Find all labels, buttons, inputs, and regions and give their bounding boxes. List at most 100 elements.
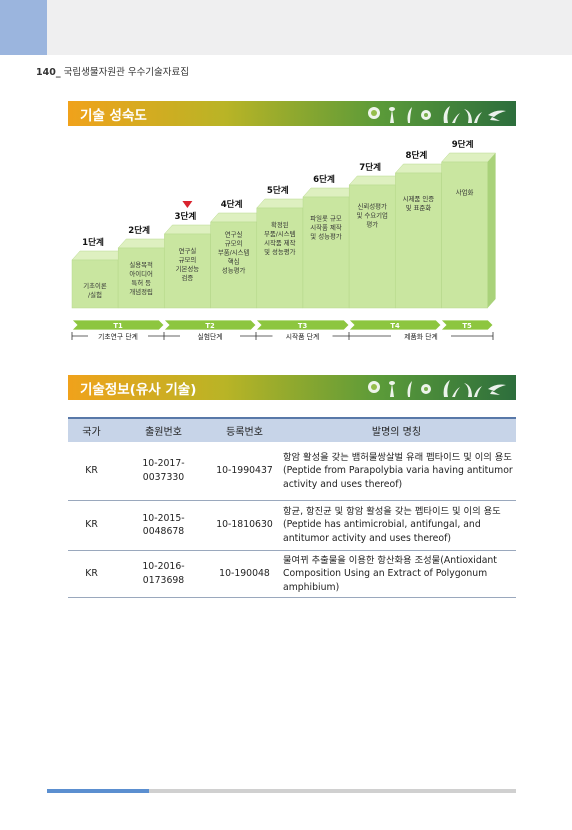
section-title: 기술 성숙도 — [80, 108, 147, 124]
phase-group-label-bg — [180, 331, 240, 341]
stage-description: 규모의 — [225, 239, 243, 248]
stage-label: 1단계 — [82, 236, 104, 248]
nature-deco-icon — [368, 380, 506, 397]
current-stage-marker-icon — [182, 201, 193, 208]
stage-description: 시작품 제작 — [264, 239, 296, 247]
stage-box-top — [117, 238, 173, 249]
cell-title: 물여뀌 추출물을 이용한 항산화용 조성물(Antioxidant Compos… — [277, 550, 516, 598]
table-row: KR 10-2017- 0037330 10-1990437 항암 활성을 갖는… — [68, 442, 516, 501]
stage-box-top — [256, 198, 312, 209]
cell-title: 항암 활성을 갖는 뱀허물쌍살벌 유래 펩타이드 및 이의 용도(Peptide… — [277, 442, 516, 501]
stage-description: 확정된 — [271, 220, 289, 229]
stage-description: 특허 등 — [131, 278, 151, 287]
stage-box — [256, 207, 304, 309]
stage-box — [210, 221, 257, 309]
stage-description: 시제품 인증 — [403, 194, 435, 203]
stage-description: 규모의 — [179, 255, 197, 264]
cell-reg-no: 10-1810630 — [212, 500, 277, 551]
stage-description: 신뢰성평가 — [357, 202, 387, 211]
phase-arrow — [255, 319, 350, 331]
running-head: 140_ 국립생물자원관 우수기술자료집 — [36, 64, 189, 78]
stage-description: 사업화 — [456, 188, 474, 197]
stage-label: 2단계 — [128, 224, 150, 236]
phase-group-label: 시작품 단계 — [286, 332, 319, 341]
app-no-line: 0048678 — [142, 526, 185, 537]
stage-box-side — [487, 153, 496, 308]
stage-description: 성능평가 — [222, 266, 246, 275]
footer-line — [47, 789, 516, 793]
stage-box — [164, 233, 211, 309]
stage-description: 및 성능평가 — [310, 232, 342, 241]
stage-box-top — [71, 250, 127, 261]
stage-description: 및 수요기업 — [356, 211, 388, 220]
stage-label: 3단계 — [175, 210, 197, 222]
app-no-line: 0173698 — [142, 574, 185, 586]
phase-arrow — [163, 319, 257, 331]
phase-group-label: 제품화 단계 — [404, 332, 437, 341]
stage-label: 4단계 — [221, 198, 243, 210]
phase-arrow — [348, 319, 442, 331]
cell-app-no: 10-2017- 0037330 — [115, 442, 212, 501]
cell-country: KR — [68, 550, 115, 598]
stage-box — [441, 161, 488, 309]
stage-description: 기초이론 — [83, 281, 107, 290]
top-accent-block — [0, 0, 47, 55]
stage-description: 시작품 제작 — [310, 224, 342, 232]
stage-description: 개념정립 — [129, 287, 153, 296]
table-header-row: 국가 출원번호 등록번호 발명의 명칭 — [68, 417, 516, 442]
cell-reg-no: 10-190048 — [212, 550, 277, 598]
cell-title: 항균, 항진균 및 항암 활성을 갖는 펩타이드 및 이의 용도(Peptide… — [277, 500, 516, 551]
section-title: 기술정보(유사 기술) — [80, 382, 197, 398]
section-bar-similar-tech: 기술정보(유사 기술) — [68, 375, 516, 400]
col-header-reg-no: 등록번호 — [212, 417, 277, 442]
page-number: 140_ — [36, 67, 61, 78]
app-no-line: 10-2015- — [142, 512, 185, 524]
phase-label: T4 — [390, 322, 400, 330]
stage-box-top — [302, 187, 358, 198]
stage-description: 연구실 — [225, 230, 243, 239]
book-title: 국립생물자원관 우수기술자료집 — [63, 67, 190, 78]
cell-app-no: 10-2015- 0048678 — [115, 500, 212, 551]
phase-label: T3 — [298, 322, 308, 330]
col-header-country: 국가 — [68, 417, 115, 442]
col-header-title: 발명의 명칭 — [277, 417, 516, 442]
app-no-line: 0037330 — [142, 471, 185, 483]
stage-description: 핵심 — [228, 257, 240, 266]
app-no-line: 10-2016- — [142, 561, 185, 573]
nature-deco-icon — [368, 106, 506, 123]
cell-app-no: 10-2016- 0173698 — [115, 550, 212, 598]
table-row: KR 10-2016- 0173698 10-190048 물여뀌 추출물을 이… — [68, 550, 516, 598]
stage-label: 9단계 — [452, 140, 474, 150]
stage-description: 실용목적 — [129, 260, 153, 269]
cell-country: KR — [68, 500, 115, 551]
stage-description: 및 성능평가 — [264, 247, 296, 256]
stage-description: 및 표준화 — [406, 204, 432, 212]
stage-description: 파일롯 규모 — [310, 214, 342, 223]
col-header-app-no: 출원번호 — [115, 417, 212, 442]
stage-label: 7단계 — [359, 161, 381, 173]
stage-description: 평가 — [366, 220, 378, 229]
stage-label: 6단계 — [313, 173, 335, 185]
phase-group-label: 기초연구 단계 — [98, 332, 138, 341]
stage-description: 검증 — [182, 274, 194, 282]
stage-description: 부품/시스템 — [218, 249, 250, 257]
stage-box-top — [394, 163, 450, 174]
top-band — [0, 0, 572, 55]
phase-group-label-bg — [391, 331, 451, 341]
stage-label: 5단계 — [267, 184, 289, 196]
stage-description: 연구실 — [179, 246, 197, 255]
phase-label: T5 — [462, 322, 472, 330]
phase-label: T1 — [113, 322, 123, 330]
stage-box — [395, 172, 442, 309]
stage-box-top — [210, 212, 266, 223]
stage-box — [117, 247, 165, 309]
phase-arrow — [440, 319, 494, 331]
stage-description: /실험 — [88, 290, 102, 299]
cell-reg-no: 10-1990437 — [212, 442, 277, 501]
table-row: KR 10-2015- 0048678 10-1810630 항균, 항진균 및… — [68, 500, 516, 551]
stage-label: 8단계 — [406, 149, 428, 161]
stage-box — [71, 259, 119, 309]
phase-group-label-bg — [88, 331, 148, 341]
phase-label: T2 — [205, 322, 215, 330]
